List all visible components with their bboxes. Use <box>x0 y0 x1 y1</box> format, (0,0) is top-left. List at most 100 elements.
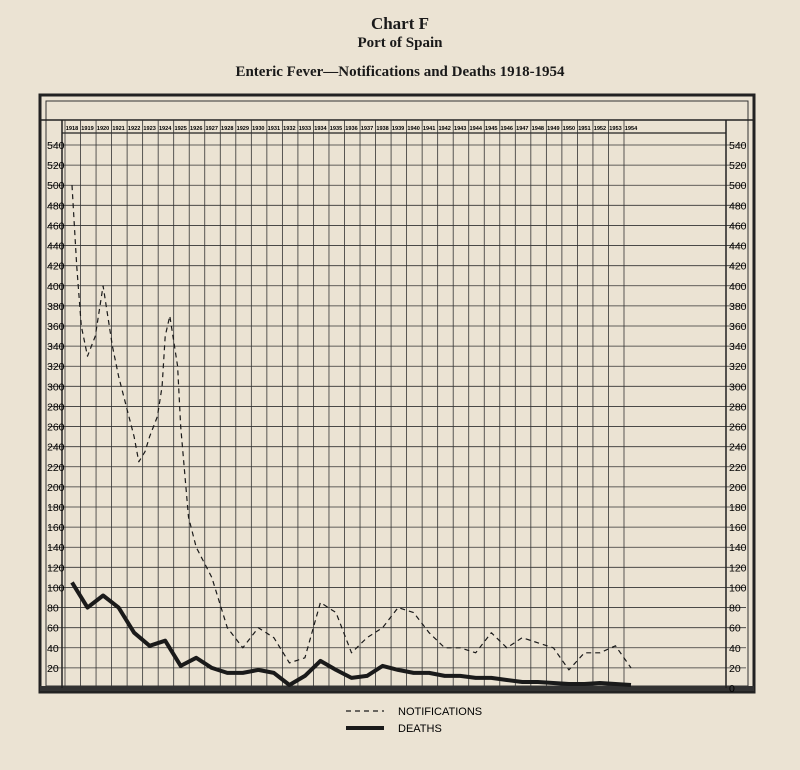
y-tick-left: 420 <box>47 261 65 273</box>
y-tick-labels: 5405205004804604404204003803603403203002… <box>47 140 747 695</box>
x-tick-year: 1943 <box>454 126 466 132</box>
x-tick-year: 1944 <box>469 126 482 132</box>
x-tick-year: 1929 <box>237 126 249 132</box>
x-tick-year: 1932 <box>283 126 295 132</box>
x-tick-year: 1953 <box>609 126 621 132</box>
y-tick-right: 120 <box>729 562 747 574</box>
y-tick-right: 140 <box>729 542 747 554</box>
y-tick-right: 20 <box>729 663 741 675</box>
legend: NOTIFICATIONS DEATHS <box>346 706 482 735</box>
y-tick-left: 480 <box>47 200 65 212</box>
grid-lines <box>48 120 746 689</box>
y-tick-right: 480 <box>729 200 747 212</box>
y-tick-right: 400 <box>729 281 747 293</box>
x-tick-year: 1931 <box>268 126 280 132</box>
x-tick-year: 1949 <box>547 126 559 132</box>
y-tick-right: 540 <box>729 140 747 152</box>
x-tick-year: 1924 <box>159 126 172 132</box>
y-tick-left: 80 <box>47 603 59 615</box>
x-tick-year: 1933 <box>299 126 311 132</box>
x-tick-year: 1946 <box>501 126 513 132</box>
x-tick-year: 1934 <box>314 126 327 132</box>
x-tick-year: 1927 <box>206 126 218 132</box>
chart-heading: Enteric Fever—Notifications and Deaths 1… <box>235 64 565 80</box>
x-tick-year: 1950 <box>563 126 575 132</box>
x-tick-year: 1942 <box>438 126 450 132</box>
y-tick-left: 320 <box>47 361 65 373</box>
y-tick-left: 280 <box>47 401 65 413</box>
y-tick-left: 500 <box>47 180 65 192</box>
x-tick-year: 1941 <box>423 126 435 132</box>
x-tick-year: 1920 <box>97 126 109 132</box>
y-tick-right: 500 <box>729 180 747 192</box>
x-tick-year: 1921 <box>112 126 124 132</box>
y-tick-left: 40 <box>47 643 59 655</box>
y-tick-right: 60 <box>729 623 741 635</box>
y-tick-right: 460 <box>729 220 747 232</box>
x-tick-year: 1925 <box>174 126 186 132</box>
y-tick-left: 540 <box>47 140 65 152</box>
y-tick-right: 420 <box>729 261 747 273</box>
y-tick-right: 100 <box>729 582 747 594</box>
y-tick-left: 520 <box>47 160 65 172</box>
chart-title: Chart F <box>370 14 430 33</box>
x-tick-year: 1939 <box>392 126 404 132</box>
y-tick-left: 340 <box>47 341 65 353</box>
y-tick-left: 220 <box>47 462 65 474</box>
y-tick-right: 40 <box>729 643 741 655</box>
x-tick-year: 1922 <box>128 126 140 132</box>
x-tick-year: 1952 <box>594 126 606 132</box>
y-tick-left: 160 <box>47 522 65 534</box>
y-tick-right: 0 <box>729 683 735 695</box>
y-tick-right: 280 <box>729 401 747 413</box>
x-tick-year: 1919 <box>81 126 93 132</box>
x-tick-year: 1935 <box>330 126 342 132</box>
y-tick-right: 360 <box>729 321 747 333</box>
legend-deaths-label: DEATHS <box>398 723 442 735</box>
series-lines <box>70 185 632 687</box>
series-notifications-line <box>71 185 632 671</box>
y-tick-left: 180 <box>47 502 65 514</box>
x-tick-year: 1926 <box>190 126 202 132</box>
inner-border <box>45 100 749 687</box>
y-tick-right: 300 <box>729 381 747 393</box>
bottom-bar <box>40 686 754 691</box>
y-tick-left: 400 <box>47 281 65 293</box>
x-tick-year: 1937 <box>361 126 373 132</box>
y-tick-left: 380 <box>47 301 65 313</box>
y-tick-left: 200 <box>47 482 65 494</box>
x-tick-year: 1951 <box>578 126 590 132</box>
y-tick-left: 20 <box>47 663 59 675</box>
y-tick-right: 80 <box>729 603 741 615</box>
y-tick-left: 120 <box>47 562 65 574</box>
x-tick-year: 1954 <box>625 126 638 132</box>
x-tick-year: 1928 <box>221 126 233 132</box>
y-tick-right: 320 <box>729 361 747 373</box>
y-tick-right: 440 <box>729 241 747 253</box>
y-tick-right: 240 <box>729 442 747 454</box>
series-deaths-line <box>70 581 632 687</box>
y-tick-left: 360 <box>47 321 65 333</box>
x-tick-year: 1938 <box>376 126 388 132</box>
y-tick-right: 260 <box>729 422 747 434</box>
chart-subtitle: Port of Spain <box>357 35 443 51</box>
y-tick-left: 100 <box>47 582 65 594</box>
chart-frame <box>38 93 756 694</box>
x-tick-year: 1947 <box>516 126 528 132</box>
x-tick-year: 1923 <box>143 126 155 132</box>
x-tick-year: 1945 <box>485 126 497 132</box>
x-tick-year: 1936 <box>345 126 357 132</box>
x-tick-year: 1948 <box>532 126 544 132</box>
y-tick-left: 440 <box>47 241 65 253</box>
y-tick-left: 60 <box>47 623 59 635</box>
y-tick-right: 180 <box>729 502 747 514</box>
y-tick-left: 140 <box>47 542 65 554</box>
title-block: Chart F Port of Spain Enteric Fever—Noti… <box>0 14 800 82</box>
y-tick-right: 200 <box>729 482 747 494</box>
outer-border <box>38 93 756 694</box>
y-tick-right: 520 <box>729 160 747 172</box>
y-tick-left: 300 <box>47 381 65 393</box>
x-tick-year: 1918 <box>66 126 78 132</box>
